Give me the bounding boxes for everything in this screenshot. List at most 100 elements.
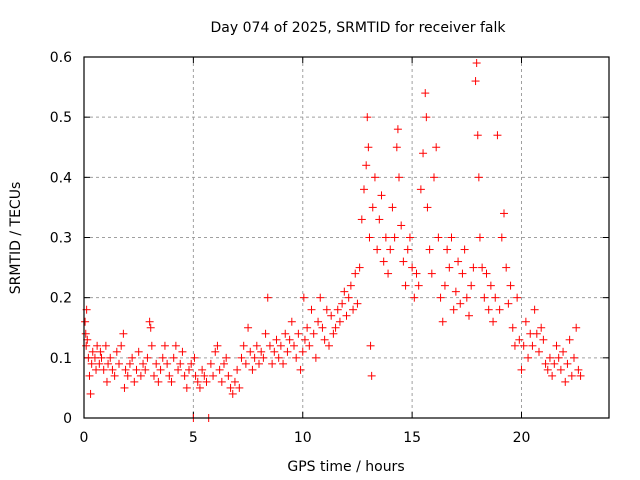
data-point	[108, 365, 117, 374]
data-point	[246, 347, 255, 356]
x-tick-label: 20	[513, 430, 531, 446]
data-point	[123, 371, 132, 380]
data-point	[165, 371, 174, 380]
data-points	[81, 59, 585, 422]
data-point	[395, 173, 403, 182]
data-point	[146, 323, 155, 332]
data-point	[436, 293, 445, 302]
data-point	[174, 365, 183, 374]
data-point	[316, 293, 325, 302]
data-point	[570, 353, 578, 362]
data-point	[465, 311, 473, 320]
data-point	[576, 371, 585, 380]
data-point	[303, 323, 312, 332]
data-point	[471, 77, 480, 86]
data-point	[550, 359, 559, 368]
data-point	[513, 293, 522, 302]
data-point	[136, 371, 145, 380]
data-point	[451, 287, 460, 296]
data-point	[419, 149, 428, 158]
data-point	[279, 359, 288, 368]
data-point	[180, 371, 189, 380]
data-point	[178, 347, 187, 356]
data-point	[469, 263, 478, 272]
data-point	[521, 317, 530, 326]
data-point	[355, 263, 364, 272]
data-point	[510, 341, 519, 350]
data-point	[386, 245, 395, 254]
data-point	[515, 335, 524, 344]
data-point	[152, 359, 161, 368]
data-point	[112, 347, 121, 356]
data-point	[215, 365, 224, 374]
data-point	[318, 323, 327, 332]
data-point	[228, 389, 237, 398]
data-point	[217, 377, 226, 386]
data-point	[432, 143, 441, 152]
data-point	[156, 365, 165, 374]
data-point	[392, 143, 401, 152]
data-point	[250, 353, 259, 362]
data-point	[423, 203, 432, 212]
data-point	[86, 389, 95, 398]
data-point	[458, 269, 467, 278]
data-point	[381, 233, 390, 242]
data-point	[519, 341, 528, 350]
data-point	[480, 293, 489, 302]
data-point	[311, 353, 320, 362]
data-point	[81, 329, 90, 338]
data-point	[239, 341, 248, 350]
data-point	[145, 317, 154, 326]
data-point	[193, 377, 202, 386]
data-point	[292, 353, 301, 362]
data-point	[422, 113, 431, 122]
data-point	[377, 191, 386, 200]
data-point	[101, 341, 110, 350]
data-point	[454, 257, 463, 266]
data-point	[502, 263, 511, 272]
data-point	[102, 377, 111, 386]
data-point	[368, 203, 377, 212]
data-point	[366, 341, 375, 350]
data-point	[87, 359, 96, 368]
data-point	[539, 335, 548, 344]
data-point	[272, 335, 281, 344]
data-point	[403, 245, 412, 254]
data-point	[362, 161, 371, 170]
x-tick-label: 0	[80, 430, 89, 446]
data-point	[333, 305, 342, 314]
data-point	[342, 311, 351, 320]
data-point	[130, 377, 139, 386]
data-point	[169, 353, 178, 362]
data-point	[128, 353, 137, 362]
data-point	[460, 245, 469, 254]
data-point	[209, 371, 218, 380]
data-point	[139, 359, 148, 368]
data-point	[81, 317, 90, 326]
data-point	[305, 341, 314, 350]
data-point	[572, 323, 581, 332]
data-point	[167, 377, 176, 386]
data-point	[554, 353, 563, 362]
data-point	[171, 341, 180, 350]
data-point	[338, 299, 347, 308]
data-point	[190, 353, 199, 362]
data-point	[384, 269, 393, 278]
data-point	[154, 377, 163, 386]
data-point	[195, 383, 204, 392]
data-point	[535, 347, 543, 356]
data-point	[309, 329, 318, 338]
data-point	[344, 293, 353, 302]
data-point	[472, 59, 481, 68]
y-tick-label: 0.5	[50, 110, 72, 126]
data-point	[99, 365, 108, 374]
data-point	[287, 317, 296, 326]
data-point	[353, 299, 362, 308]
grid	[84, 57, 609, 418]
data-point	[220, 359, 228, 368]
data-point	[283, 347, 292, 356]
data-point	[543, 365, 552, 374]
data-point	[141, 365, 150, 374]
data-point	[261, 329, 270, 338]
